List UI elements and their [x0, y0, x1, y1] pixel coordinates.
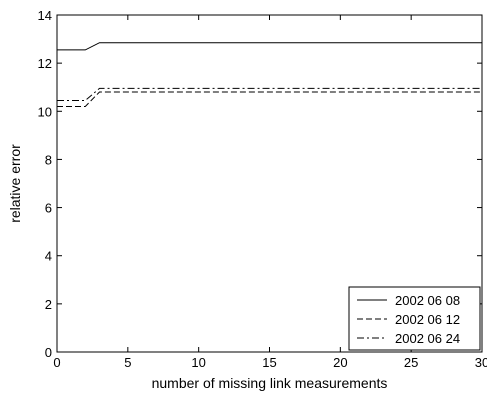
ticks-layer: 0 5 10 15 20 25 30 0 2 4 6 8 10 12 14	[38, 8, 487, 370]
y-tick-label: 2	[45, 297, 52, 312]
x-tick-label: 0	[53, 355, 60, 370]
series-layer	[57, 42, 482, 107]
series-line-2	[57, 91, 482, 107]
x-tick-label: 15	[262, 355, 276, 370]
legend: 2002 06 08 2002 06 12 2002 06 24	[348, 286, 481, 351]
series-line-1	[57, 42, 482, 51]
y-tick-label: 4	[45, 249, 52, 264]
x-tick-label: 30	[475, 355, 487, 370]
x-tick-label: 10	[191, 355, 205, 370]
y-tick-label: 8	[45, 152, 52, 167]
x-tick-label: 25	[404, 355, 418, 370]
legend-label: 2002 06 24	[395, 331, 460, 346]
y-tick-label: 14	[38, 8, 52, 23]
legend-label: 2002 06 12	[395, 312, 460, 327]
x-tick-label: 20	[333, 355, 347, 370]
x-axis-label: number of missing link measurements	[152, 375, 388, 391]
y-tick-label: 6	[45, 201, 52, 216]
y-tick-label: 12	[38, 56, 52, 71]
y-axis-label: relative error	[7, 144, 23, 223]
x-tick-label: 5	[124, 355, 131, 370]
y-tick-label: 10	[38, 104, 52, 119]
legend-label: 2002 06 08	[395, 293, 460, 308]
y-tick-label: 0	[45, 345, 52, 360]
